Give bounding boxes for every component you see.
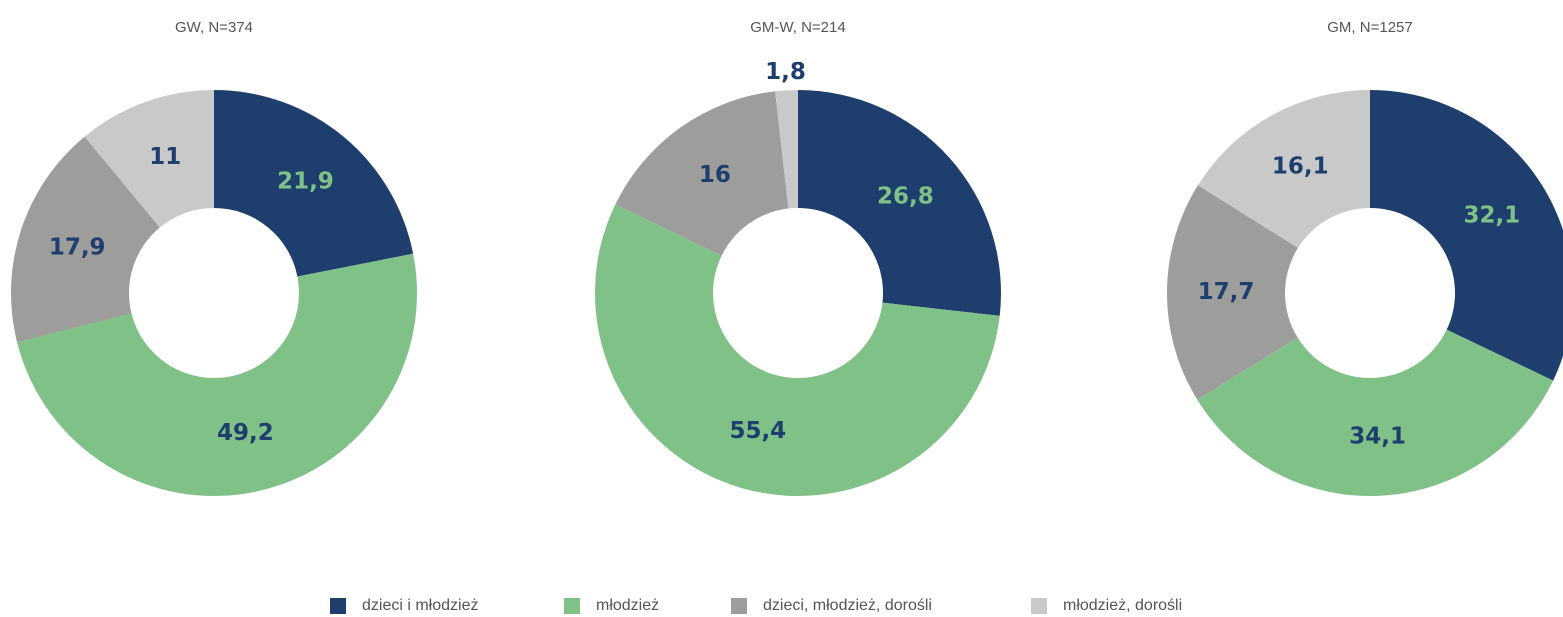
chart-title: GW, N=374 (175, 19, 253, 36)
value-label: 32,1 (1463, 203, 1520, 229)
value-label: 34,1 (1349, 423, 1406, 449)
value-label: 1,8 (765, 59, 806, 85)
legend-label: młodzież, dorośli (1063, 597, 1182, 614)
donut-slice (798, 90, 1002, 316)
donut-slice (214, 90, 414, 277)
legend-label: młodzież (596, 597, 659, 614)
legend-label: dzieci, młodzież, dorośli (763, 597, 932, 614)
donut-slice (1197, 89, 1370, 248)
donut-slice (1167, 185, 1298, 400)
donut-slice (595, 204, 1000, 496)
donut-slice (775, 90, 798, 209)
legend-swatch (731, 598, 747, 614)
value-label: 49,2 (217, 420, 274, 446)
legend-label: dzieci i młodzież (362, 597, 478, 614)
value-label: 55,4 (729, 418, 786, 444)
chart-title: GM-W, N=214 (750, 19, 845, 36)
donut-slice (17, 253, 417, 496)
legend-swatch (564, 598, 580, 614)
value-label: 11 (149, 144, 181, 170)
value-label: 21,9 (277, 168, 334, 194)
donut-slice (84, 90, 214, 228)
donut-slice (1370, 90, 1563, 381)
legend-swatch (330, 598, 346, 614)
donut-slice (615, 91, 789, 256)
value-label: 26,8 (877, 184, 934, 210)
value-label: 16,1 (1272, 154, 1329, 180)
value-label: 16 (699, 162, 731, 188)
chart-title: GM, N=1257 (1327, 19, 1412, 36)
legend-swatch (1031, 598, 1047, 614)
donut-slice (1197, 329, 1554, 496)
donut-slice (11, 136, 160, 343)
value-label: 17,7 (1198, 279, 1255, 305)
value-label: 17,9 (49, 235, 106, 261)
